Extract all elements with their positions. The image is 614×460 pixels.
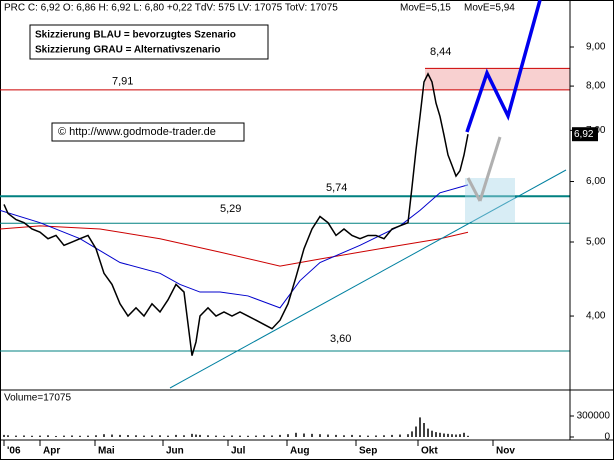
y-tick-label: 4,00 <box>586 311 606 322</box>
x-tick-label: Aug <box>290 446 309 457</box>
copyright-box <box>51 122 245 142</box>
header: PRC C: 6,92 O: 6,86 H: 6,92 L: 6,80 +0,2… <box>4 3 338 14</box>
y-tick-label: 5,00 <box>586 237 606 248</box>
level-label: 7,91 <box>112 76 133 88</box>
last-price-box <box>572 127 598 142</box>
legend-box <box>29 24 269 60</box>
y-tick-label: 6,00 <box>586 176 606 187</box>
x-tick-label: Mai <box>98 446 115 457</box>
x-tick-label: Nov <box>496 446 515 457</box>
y-tick-label: 9,00 <box>586 42 606 53</box>
trend-line <box>169 169 567 389</box>
x-tick-label: Jun <box>166 446 184 457</box>
blue-scenario <box>465 0 542 133</box>
price-line <box>3 72 469 356</box>
x-tick-label: Jul <box>231 446 246 457</box>
legend-entry: MovE=5,15 <box>400 3 451 14</box>
level-label: 3,60 <box>330 333 351 345</box>
moving-average <box>0 184 469 309</box>
resistance-zone <box>425 68 570 90</box>
moving-average <box>0 225 469 267</box>
volume-tick-label: 300000 <box>577 411 611 422</box>
volume-tick-label: 0 <box>604 432 610 443</box>
x-tick-label: Apr <box>43 446 60 457</box>
x-tick-label: Okt <box>421 446 438 457</box>
copyright: © http://www.godmode-trader.de <box>58 126 216 138</box>
level-label: 5,29 <box>220 203 241 215</box>
note: Skizzierung BLAU = bevorzugtes Szenario <box>35 30 236 41</box>
y-tick-label: 8,00 <box>586 81 606 92</box>
legend-entry: MovE=5,94 <box>464 3 515 14</box>
level-label: 8,44 <box>430 46 451 58</box>
gray-scenario <box>466 177 482 202</box>
last-price-label: 6,92 <box>574 129 594 140</box>
level-label: 5,74 <box>326 182 347 194</box>
x-tick-label: '06 <box>7 446 21 457</box>
x-tick-label: Sep <box>359 446 377 457</box>
volume-title: Volume=17075 <box>4 393 71 404</box>
gray-scenario <box>478 136 502 202</box>
note: Skizzierung GRAU = Alternativszenario <box>35 45 221 56</box>
